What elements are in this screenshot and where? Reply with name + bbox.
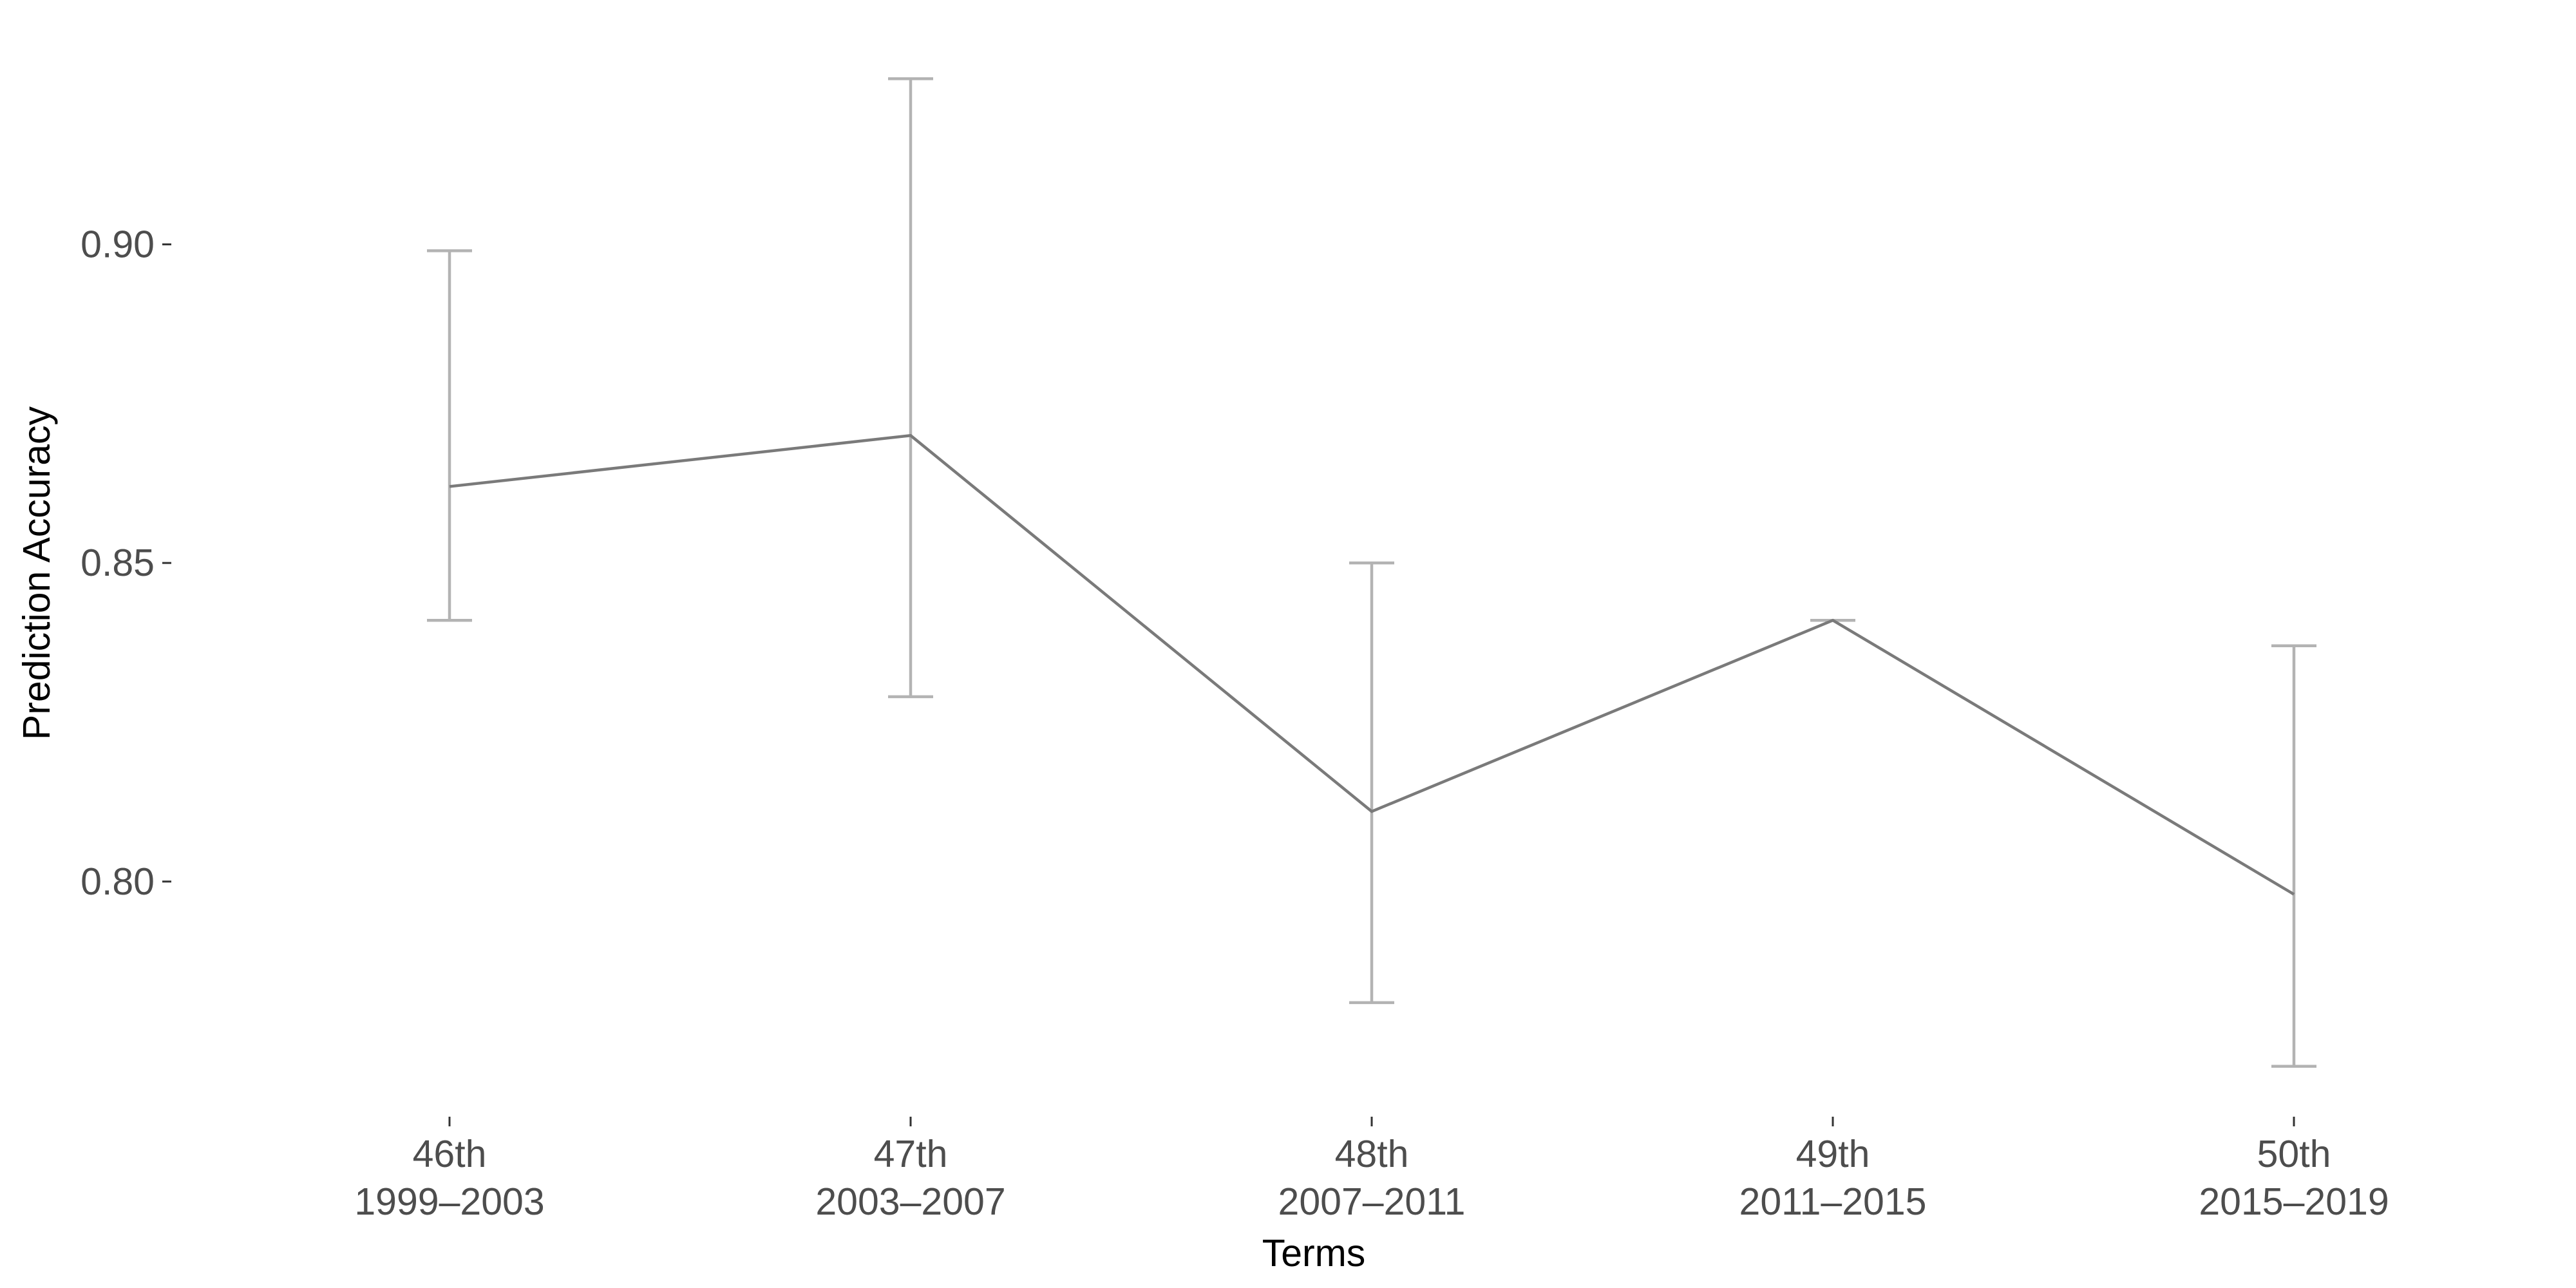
error-bars	[427, 77, 2316, 1068]
x-tick-label-term: 48th	[1335, 1133, 1409, 1175]
y-axis-title: Prediction Accuracy	[15, 406, 58, 740]
x-tick-label-years: 2011–2015	[1739, 1180, 1927, 1223]
error-bar	[2271, 644, 2316, 1068]
x-tick-label-term: 49th	[1796, 1133, 1870, 1175]
error-bar	[1349, 561, 1394, 1005]
x-tick-label-years: 2007–2011	[1278, 1180, 1466, 1223]
x-tick-label-term: 50th	[2257, 1133, 2331, 1175]
x-tick-label-years: 1999–2003	[354, 1180, 544, 1223]
x-tick-label-years: 2015–2019	[2199, 1180, 2389, 1223]
x-axis: 46th 1999–2003 47th 2003–2007 48th 2007–2011 4…	[354, 1117, 2389, 1223]
y-axis: 0.80 0.85 0.90	[80, 223, 171, 903]
x-tick-label-years: 2003–2007	[815, 1180, 1005, 1223]
series-line	[449, 433, 2295, 896]
error-bar	[427, 249, 472, 622]
x-tick-label-term: 46th	[413, 1133, 487, 1175]
y-tick-label: 0.80	[80, 860, 155, 903]
x-axis-title: Terms	[1262, 1232, 1366, 1274]
x-tick-label-term: 47th	[874, 1133, 948, 1175]
error-bar	[888, 77, 933, 699]
y-tick-label: 0.85	[80, 542, 155, 584]
y-tick-label: 0.90	[80, 223, 155, 265]
